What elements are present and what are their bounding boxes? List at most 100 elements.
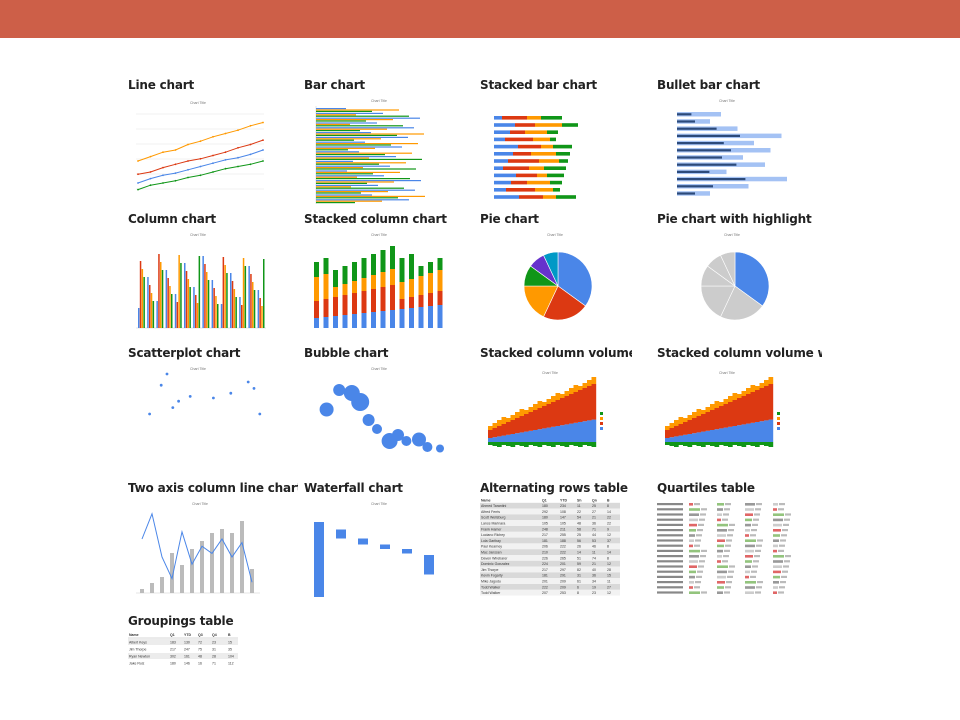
quartile-bar xyxy=(689,575,695,579)
column xyxy=(257,290,260,328)
quartile-bar xyxy=(717,570,727,574)
legend-swatch xyxy=(600,417,603,420)
tile-column-chart[interactable]: Column chart Chart Title xyxy=(128,212,298,340)
tile-pie-chart[interactable]: Pie chart Chart Title xyxy=(480,212,650,340)
bar xyxy=(316,147,375,149)
value-cell xyxy=(778,508,784,511)
tile-bullet-bar-chart[interactable]: Bullet bar chart Chart Title xyxy=(657,78,827,206)
bar xyxy=(316,167,363,169)
area-segment xyxy=(537,442,543,447)
column xyxy=(230,533,234,593)
tile-line-chart[interactable]: Line chart Chart Title xyxy=(128,78,298,206)
table-cell: 35 xyxy=(228,648,232,652)
tile-alternating-rows-table[interactable]: Alternating rows table Name Q1 YTD Sh Qn B Ahm… xyxy=(480,481,640,606)
column xyxy=(241,305,243,328)
area-segment xyxy=(768,384,774,420)
waterfall-thumbnail: Chart Title xyxy=(314,502,434,597)
bar xyxy=(316,136,408,138)
column-segment xyxy=(437,305,443,328)
bubble-chart-thumbnail: Chart Title xyxy=(319,367,444,453)
area-segment xyxy=(678,435,684,442)
area-segment xyxy=(591,419,597,442)
tile-groupings-table[interactable]: Groupings table Name Q1 YTD Q3 Q4 B Albert Key… xyxy=(128,614,288,674)
area-segment xyxy=(492,442,498,446)
bullet-bar xyxy=(677,192,695,195)
area-segment xyxy=(723,442,729,446)
tile-waterfall-chart[interactable]: Waterfall chart Chart Title xyxy=(304,481,474,609)
quartile-bar xyxy=(745,549,754,553)
area-segment xyxy=(692,418,697,434)
quartile-bar xyxy=(773,570,781,574)
tile-two-axis-chart[interactable]: Two axis column line chart Chart Title xyxy=(128,481,298,609)
tile-pie-highlight-chart[interactable]: Pie chart with highlight Chart Title xyxy=(657,212,827,340)
point xyxy=(162,151,164,154)
tile-stacked-column-chart[interactable]: Stacked column chart Chart Title xyxy=(304,212,474,340)
table-cell: 147 xyxy=(560,516,566,520)
value-cell xyxy=(698,565,704,568)
waterfall-bar xyxy=(336,529,346,539)
bar xyxy=(316,151,359,153)
chart-title: Chart Title xyxy=(371,502,387,506)
quartile-bar xyxy=(689,560,698,563)
area-segment xyxy=(582,442,588,445)
legend-swatch xyxy=(600,412,603,415)
tile-scatterplot-chart[interactable]: Scatterplot chart Chart Title xyxy=(128,346,298,474)
name-cell xyxy=(657,508,683,511)
quartile-bar xyxy=(773,581,779,584)
bar-segment xyxy=(544,166,566,170)
quartile-bar xyxy=(717,549,723,553)
quartile-bar xyxy=(745,581,756,584)
bullet-bar xyxy=(677,185,713,188)
table-cell: 72 xyxy=(198,641,202,645)
area-segment xyxy=(519,409,525,416)
table-cell: 48 xyxy=(577,522,581,526)
area-segment xyxy=(764,442,769,446)
bar xyxy=(316,139,354,141)
column-group xyxy=(136,254,266,329)
tile-bubble-chart[interactable]: Bubble chart Chart Title xyxy=(304,346,474,474)
tile-stacked-volume-2-chart[interactable]: Stacked column volume wit Chart Title xyxy=(657,346,822,474)
area-segment xyxy=(501,442,507,445)
point xyxy=(137,173,139,176)
bullet-bar xyxy=(677,170,710,173)
quartile-bar xyxy=(717,560,721,563)
area-segment xyxy=(768,442,774,447)
stacked-volume-thumbnail: Chart Title xyxy=(488,371,603,447)
bar-segment xyxy=(550,180,562,185)
tile-stacked-bar-chart[interactable]: Stacked bar chart xyxy=(480,78,650,206)
area-segment xyxy=(746,394,751,424)
column-segment xyxy=(428,306,433,328)
quartile-bar xyxy=(745,539,756,542)
area-segment xyxy=(737,442,742,446)
point xyxy=(174,172,177,174)
area-segment xyxy=(750,385,756,392)
point xyxy=(174,163,177,166)
header-cell: Name xyxy=(129,633,139,637)
bar-group xyxy=(315,106,425,204)
legend-swatch xyxy=(777,412,780,415)
scatterplot-thumbnail: Chart Title xyxy=(148,367,262,416)
value-cell xyxy=(723,555,729,558)
value-cell xyxy=(750,534,756,537)
value-cell xyxy=(699,560,705,563)
column xyxy=(138,308,140,328)
quartiles-thumbnail xyxy=(657,503,791,594)
tile-stacked-volume-chart[interactable]: Stacked column volume cha Chart Title xyxy=(480,346,632,474)
point xyxy=(237,146,239,149)
bar xyxy=(316,130,360,132)
tile-quartiles-table[interactable]: Quartiles table xyxy=(657,481,827,609)
stacked-volume-2-thumbnail: Chart Title xyxy=(665,371,780,447)
area-segment xyxy=(710,442,715,446)
quartile-bar xyxy=(773,518,783,522)
bar-segment xyxy=(535,188,553,192)
area-segment xyxy=(519,442,525,446)
header-cell: Q1 xyxy=(170,633,175,637)
area-segment xyxy=(746,388,751,394)
area-segment xyxy=(528,442,534,445)
column xyxy=(193,287,195,328)
value-cell xyxy=(757,581,763,584)
tile-bar-chart[interactable]: Bar chart Chart Title xyxy=(304,78,474,206)
value-cell xyxy=(780,539,786,542)
table-cell: 297 xyxy=(560,568,566,572)
area-segment xyxy=(665,426,670,430)
